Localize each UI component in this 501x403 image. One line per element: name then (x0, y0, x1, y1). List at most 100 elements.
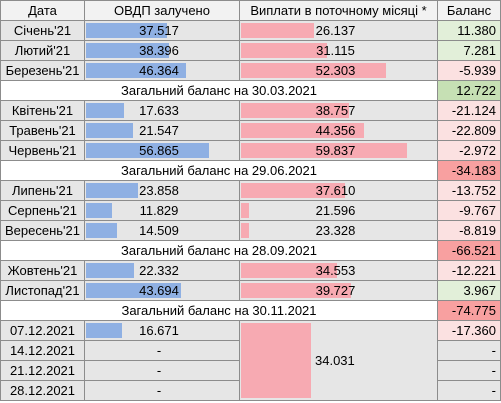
payment-bar (241, 263, 337, 278)
date-cell: 07.12.2021 (0, 320, 85, 341)
header-ovdp: ОВДП залучено (84, 0, 240, 21)
payment-value: 38.757 (315, 103, 356, 118)
payment-value: 59.837 (315, 143, 356, 158)
month-cell: Листопад'21 (0, 280, 85, 301)
balance-cell: 3.967 (437, 280, 501, 301)
table-row: Квітень'21 17.633 38.757 -21.124 (0, 100, 501, 121)
payment-value: 23.328 (315, 223, 356, 238)
balance-cell: -17.360 (437, 320, 501, 341)
ovdp-value: 14.509 (139, 223, 179, 238)
summary-label: Загальний баланс на 29.06.2021 (0, 160, 438, 181)
ovdp-value: 17.633 (139, 103, 179, 118)
ovdp-value: 22.332 (139, 263, 179, 278)
date-cell: 14.12.2021 (0, 340, 85, 361)
ovdp-cell: 43.694 (84, 280, 240, 301)
payment-value: 34.553 (315, 263, 356, 278)
payment-bar (241, 143, 407, 158)
month-cell: Вересень'21 (0, 220, 85, 241)
balance-cell: -8.819 (437, 220, 501, 241)
payment-value: 21.596 (315, 203, 356, 218)
date-cell: 28.12.2021 (0, 380, 85, 401)
header-date: Дата (0, 0, 85, 21)
month-cell: Червень'21 (0, 140, 85, 161)
summary-label: Загальний баланс на 28.09.2021 (0, 240, 438, 261)
ovdp-cell: 56.865 (84, 140, 240, 161)
ovdp-cell: 17.633 (84, 100, 240, 121)
table-row: Листопад'21 43.694 39.727 3.967 (0, 280, 501, 301)
table-row: Травень'21 21.547 44.356 -22.809 (0, 120, 501, 141)
ovdp-value: 11.829 (139, 203, 179, 218)
month-cell: Травень'21 (0, 120, 85, 141)
table-row: Вересень'21 14.509 23.328 -8.819 (0, 220, 501, 241)
payment-cell: 38.757 (239, 100, 438, 121)
table-row: 21.12.2021 - - (0, 360, 501, 381)
table-row: Липень'21 23.858 37.610 -13.752 (0, 180, 501, 201)
ovdp-value: 38.396 (139, 43, 179, 58)
table-row: Березень'21 46.364 52.303 -5.939 (0, 60, 501, 81)
ovdp-cell: 37.517 (84, 20, 240, 41)
ovdp-cell: 22.332 (84, 260, 240, 281)
balance-cell: -9.767 (437, 200, 501, 221)
summary-row: Загальний баланс на 29.06.2021 -34.183 (0, 160, 501, 181)
ovdp-cell: 23.858 (84, 180, 240, 201)
table-row: Жовтень'21 22.332 34.553 -12.221 (0, 260, 501, 281)
month-cell: Січень'21 (0, 20, 85, 41)
ovdp-bar (86, 63, 186, 78)
balance-cell: -22.809 (437, 120, 501, 141)
month-cell: Березень'21 (0, 60, 85, 81)
summary-balance: 12.722 (437, 80, 501, 101)
ovdp-value: 56.865 (139, 143, 179, 158)
ovdp-cell: 11.829 (84, 200, 240, 221)
ovdp-value: - (156, 383, 162, 398)
ovdp-bar (86, 143, 209, 158)
balance-cell: -12.221 (437, 260, 501, 281)
summary-label: Загальний баланс на 30.03.2021 (0, 80, 438, 101)
ovdp-cell: - (84, 340, 240, 361)
ovdp-value: - (156, 343, 162, 358)
balance-cell: -21.124 (437, 100, 501, 121)
payment-value: 34.031 (315, 353, 355, 368)
summary-balance: -34.183 (437, 160, 501, 181)
month-cell: Лютий'21 (0, 40, 85, 61)
ovdp-value: 21.547 (139, 123, 179, 138)
payment-bar (241, 203, 249, 218)
balance-cell: - (437, 340, 501, 361)
table-row: Серпень'21 11.829 21.596 -9.767 (0, 200, 501, 221)
ovdp-cell: 16.671 (84, 320, 240, 341)
payment-bar (241, 323, 311, 398)
payment-merged-cell: 34.031 (239, 320, 438, 401)
month-cell: Липень'21 (0, 180, 85, 201)
ovdp-bar (86, 123, 133, 138)
header-row: Дата ОВДП залучено Виплати в поточному м… (0, 0, 501, 21)
payment-cell: 37.610 (239, 180, 438, 201)
payment-cell: 23.328 (239, 220, 438, 241)
balance-cell: -5.939 (437, 60, 501, 81)
ovdp-value: 43.694 (139, 283, 179, 298)
date-cell: 21.12.2021 (0, 360, 85, 381)
ovdp-cell: 38.396 (84, 40, 240, 61)
payment-value: 37.610 (315, 183, 356, 198)
ovdp-cell: 14.509 (84, 220, 240, 241)
month-cell: Жовтень'21 (0, 260, 85, 281)
table-body: Січень'21 37.517 26.137 11.380 Лютий'21 38.39… (0, 20, 501, 401)
payment-cell: 26.137 (239, 20, 438, 41)
payment-cell: 31.115 (239, 40, 438, 61)
ovdp-bar (86, 223, 117, 238)
table-row: 07.12.2021 16.671 34.031 -17.360 (0, 320, 501, 401)
month-cell: Квітень'21 (0, 100, 85, 121)
table-row: 28.12.2021 - - (0, 380, 501, 401)
balance-cell: 11.380 (437, 20, 501, 41)
ovdp-bar (86, 263, 134, 278)
balance-cell: - (437, 380, 501, 401)
month-cell: Серпень'21 (0, 200, 85, 221)
payment-value: 31.115 (316, 43, 355, 58)
table-row: Червень'21 56.865 59.837 -2.972 (0, 140, 501, 161)
balance-cell: -13.752 (437, 180, 501, 201)
payment-bar (241, 23, 314, 38)
payment-cell: 21.596 (239, 200, 438, 221)
payment-cell: 34.553 (239, 260, 438, 281)
summary-balance: -74.775 (437, 300, 501, 321)
ovdp-bar (86, 283, 181, 298)
balance-cell: - (437, 360, 501, 381)
